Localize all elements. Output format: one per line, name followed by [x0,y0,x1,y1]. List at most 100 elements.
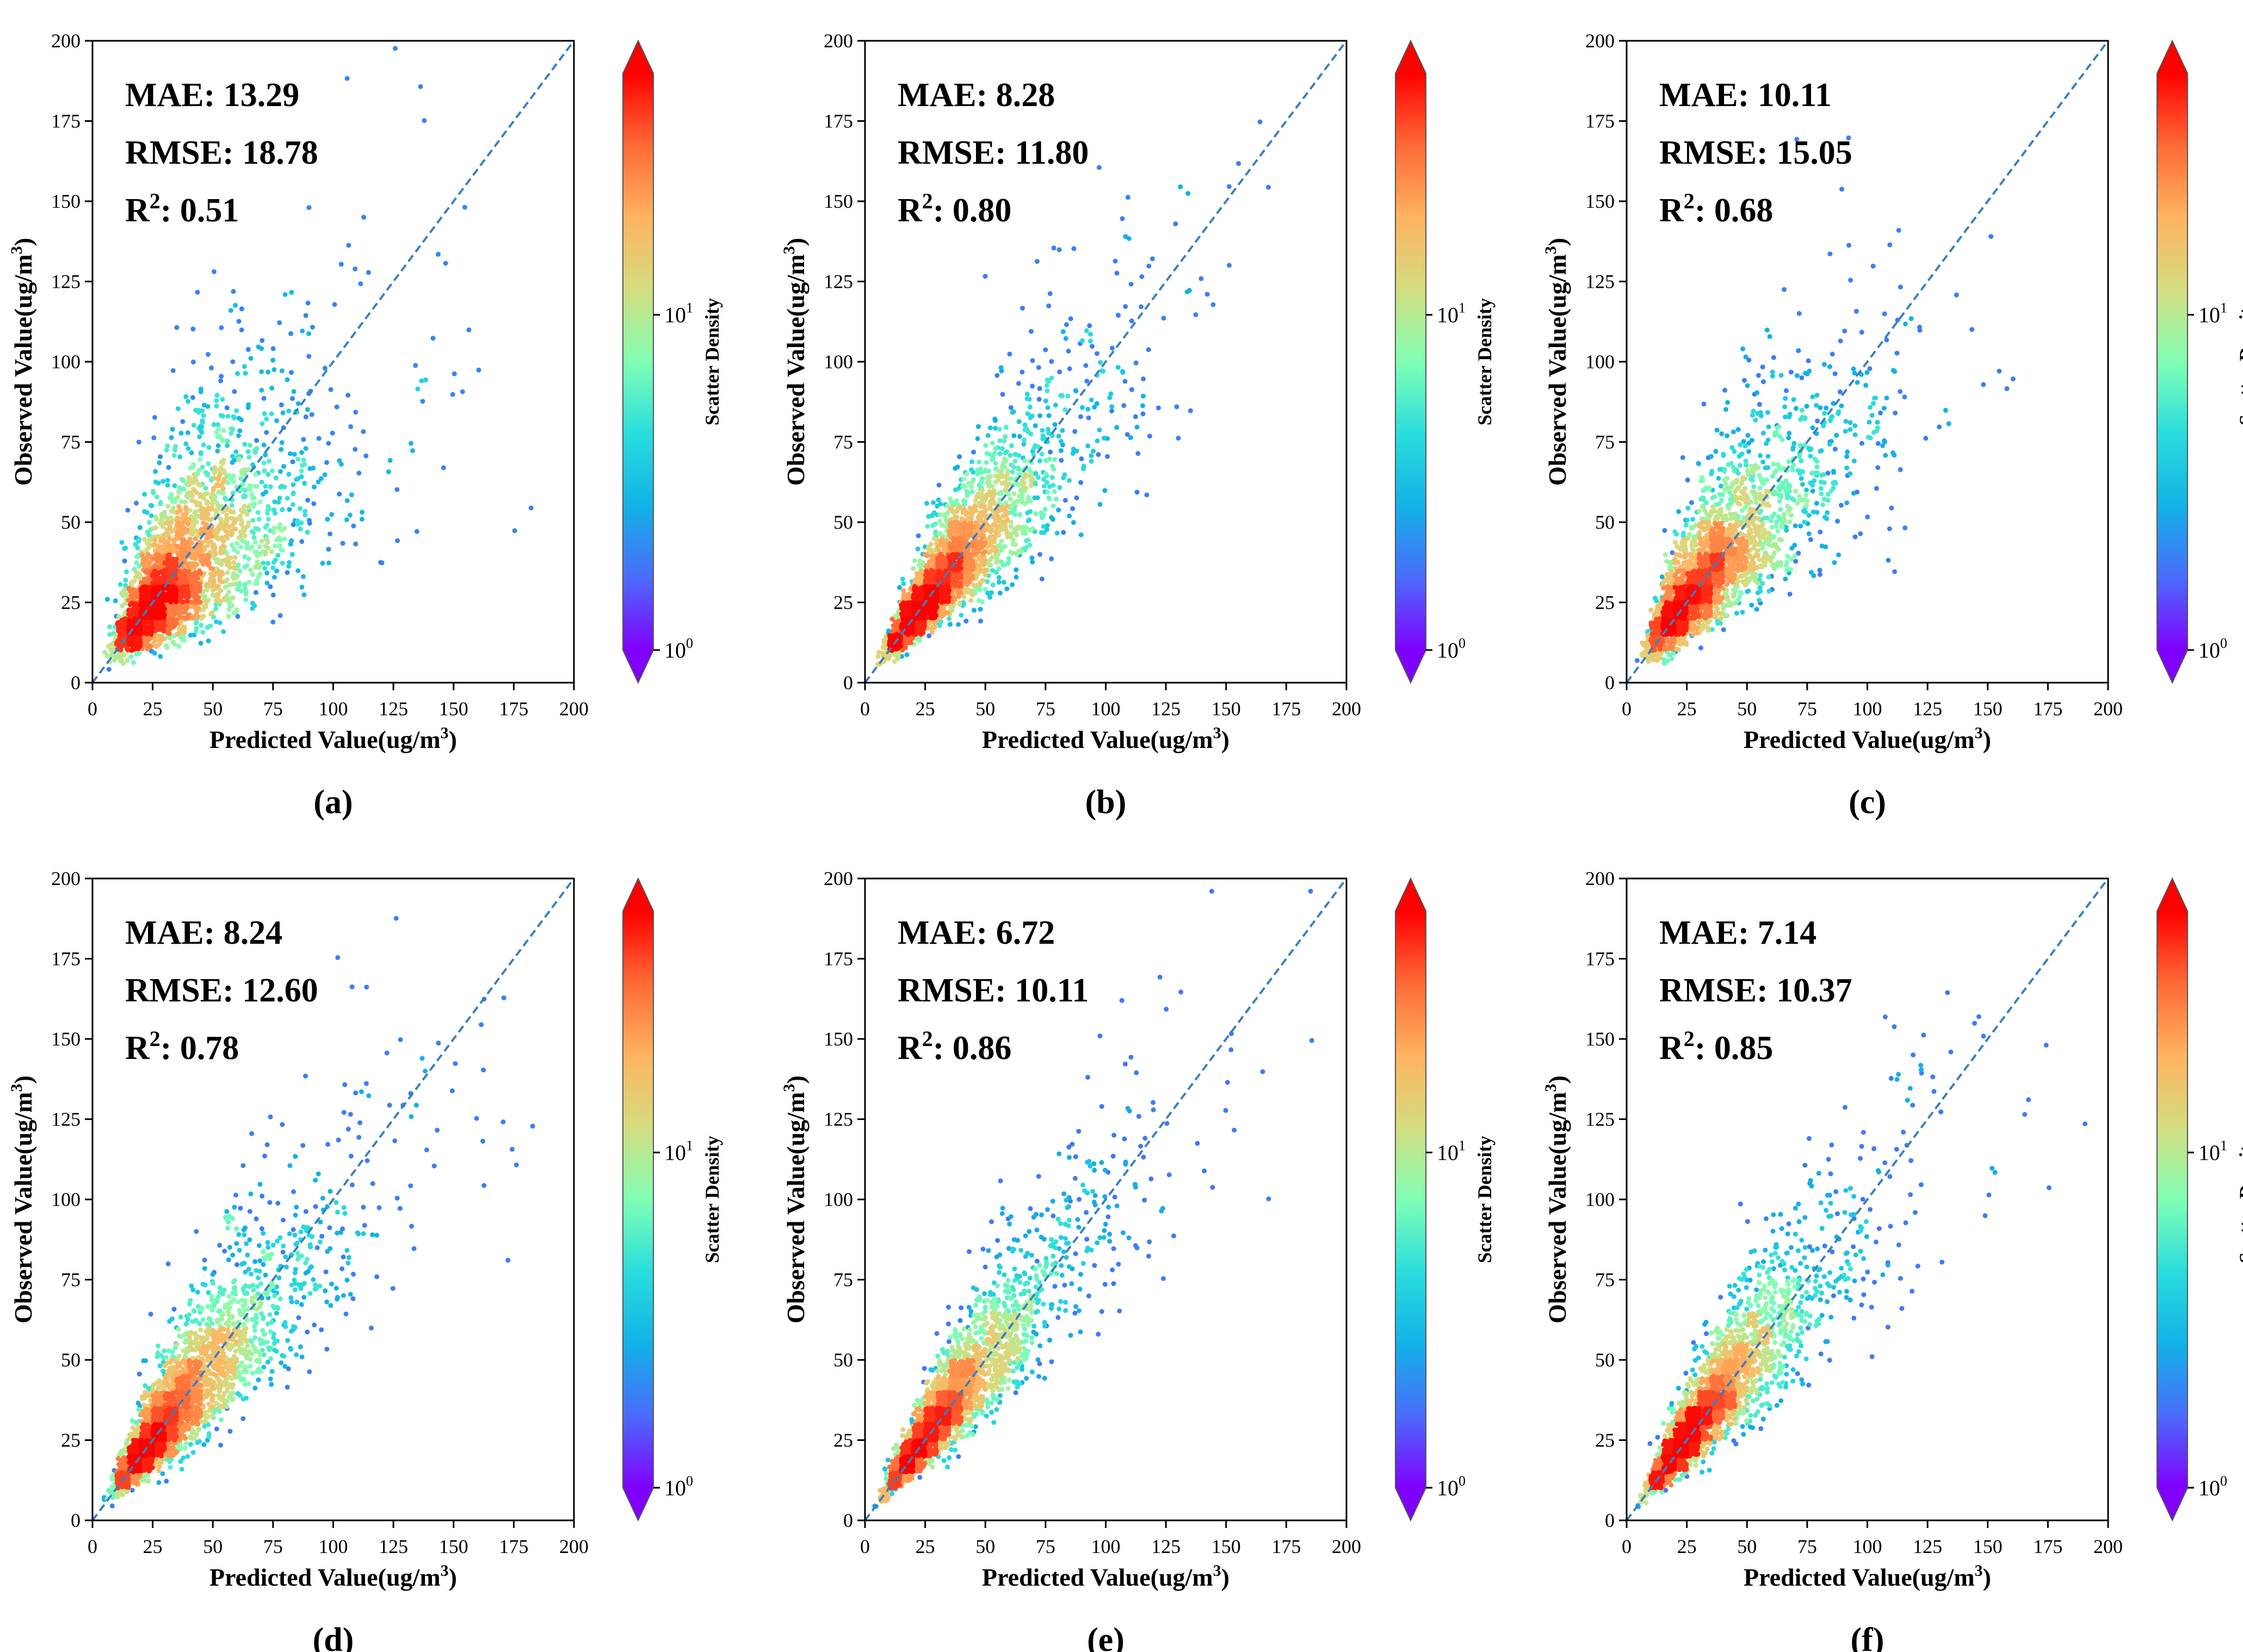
scatter-point [452,371,457,376]
scatter-point [919,560,924,566]
scatter-point [175,631,180,636]
scatter-point [183,506,188,511]
scatter-point [261,442,267,448]
scatter-point [147,621,153,626]
scatter-point [1058,438,1064,444]
scatter-point [213,559,219,564]
scatter-point [414,529,419,534]
scatter-point [164,527,170,533]
scatter-point [231,571,236,576]
scatter-point [149,513,154,518]
scatter-point [263,549,268,555]
scatter-points [102,46,534,672]
scatter-point [208,566,213,571]
scatter-point [1044,383,1049,388]
scatter-point [174,325,180,330]
scatter-point [259,338,265,343]
scatter-point [1161,315,1166,321]
scatter-point [242,364,247,369]
scatter-point [233,449,239,454]
scatter-point [353,410,359,415]
metric-text: RMSE: 18.78 [125,134,318,171]
scatter-point [231,414,236,419]
scatter-point [346,243,351,248]
scatter-point [151,526,156,531]
scatter-point [1193,312,1198,318]
scatter-point [250,518,256,523]
scatter-point [279,440,285,446]
scatter-point [955,590,960,596]
scatter-point [159,523,165,528]
scatter-point [166,554,171,559]
scatter-point [262,566,268,571]
scatter-point [986,468,991,474]
scatter-point [199,622,204,628]
scatter-point [1188,408,1193,413]
scatter-point [979,536,985,541]
scatter-point [261,460,267,466]
scatter-point [306,354,312,359]
scatter-point [217,472,223,477]
scatter-point [266,517,271,522]
scatter-point [231,473,236,479]
scatter-point [904,652,910,658]
scatter-point [202,547,207,552]
scatter-point [213,607,219,611]
scatter-point [245,540,250,546]
scatter-point [942,609,948,615]
scatter-point [302,480,307,486]
x-tick-label: 50 [203,698,223,720]
scatter-point [204,581,209,587]
scatter-point [1016,465,1021,471]
scatter-point [1140,411,1146,417]
scatter-point [1021,475,1027,480]
scatter-point [160,624,166,630]
scatter-point [191,522,196,527]
scatter-point [1087,323,1092,329]
scatter-point [1121,403,1127,408]
scatter-point [257,544,262,549]
scatter-point [1141,376,1146,382]
scatter-point [1046,413,1052,418]
scatter-point [1043,457,1048,463]
scatter-point [131,609,136,614]
scatter-point [217,467,223,473]
scatter-point [175,494,180,500]
scatter-point [918,631,923,636]
scatter-point [887,640,893,646]
scatter-point [123,578,128,583]
scatter-point [1123,234,1128,239]
scatter-point [240,538,245,543]
scatter-point [256,565,262,570]
scatter-point [208,611,214,617]
scatter-point [216,478,221,483]
scatter-point [166,576,172,581]
scatter-point [118,654,123,659]
scatter-point [192,488,197,493]
scatter-point [1095,351,1099,356]
scatter-point [265,560,270,566]
scatter-point [1015,526,1020,531]
scatter-point [135,651,140,656]
scatter-point [349,492,354,498]
scatter-point [107,632,113,637]
scatter-point [246,579,252,585]
scatter-point [133,542,138,547]
scatter-point [997,451,1003,456]
scatter-point [984,460,989,465]
scatter-point [270,592,276,598]
scatter-point [1078,532,1084,537]
scatter-point [145,554,150,560]
scatter-point [171,453,177,458]
scatter-point [1056,434,1061,439]
scatter-point [971,449,977,455]
scatter-point [225,443,230,448]
scatter-point [158,610,164,616]
scatter-point [243,590,249,595]
scatter-point [950,509,955,514]
scatter-point [170,499,175,504]
scatter-point [900,610,906,616]
scatter-point [218,588,223,593]
scatter-point [298,527,303,531]
scatter-point [901,581,906,586]
